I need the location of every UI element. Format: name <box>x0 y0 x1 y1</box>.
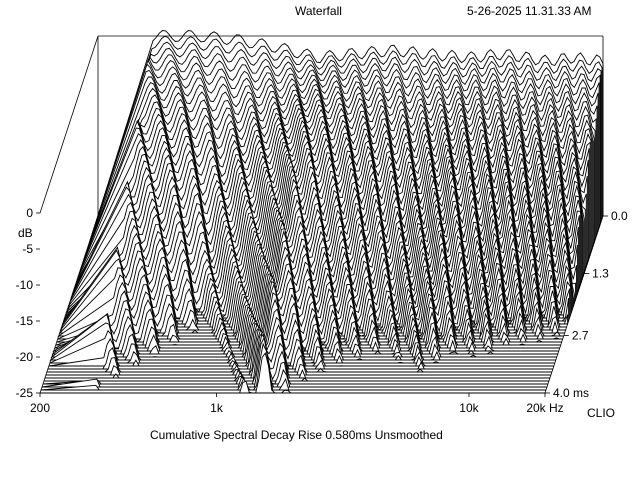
decay-slice <box>40 352 545 394</box>
decay-slice <box>45 328 551 376</box>
x-tick-label: 200 <box>30 401 50 415</box>
y-tick-label: -5 <box>22 242 33 256</box>
z-tick-label: 1.3 <box>592 267 609 281</box>
plot-area <box>40 30 604 394</box>
y-tick-label: -10 <box>16 278 34 292</box>
decay-slice <box>46 323 552 373</box>
decay-slice <box>49 298 555 364</box>
decay-slice <box>42 332 548 385</box>
z-tick-label: 4.0 ms <box>553 386 589 400</box>
decay-slice <box>44 328 550 379</box>
frame-edge <box>544 215 604 394</box>
decay-slice <box>52 275 559 353</box>
x-tick-label: 1k <box>210 401 224 415</box>
brand-logo: CLIO <box>587 406 615 420</box>
x-tick-label: 20k Hz <box>526 401 563 415</box>
y-tick-label: -15 <box>16 314 34 328</box>
chart-caption: Cumulative Spectral Decay Rise 0.580ms U… <box>150 428 443 442</box>
frame-edge <box>39 35 99 214</box>
y-tick-label: -25 <box>16 386 34 400</box>
decay-slice <box>43 330 549 382</box>
y-unit-label: dB <box>18 226 33 240</box>
y-tick-label: 0 <box>26 206 33 220</box>
z-tick-label: 2.7 <box>572 328 589 342</box>
frame-edge <box>39 215 99 394</box>
y-tick-label: -20 <box>16 350 34 364</box>
chart-title: Waterfall <box>295 4 342 18</box>
decay-slice <box>40 342 546 391</box>
x-tick-label: 10k <box>459 401 479 415</box>
decay-slice <box>60 230 567 329</box>
timestamp: 5-26-2025 11.31.33 AM <box>467 4 592 18</box>
z-tick-label: 0.0 <box>611 209 628 223</box>
decay-slice <box>41 336 547 388</box>
